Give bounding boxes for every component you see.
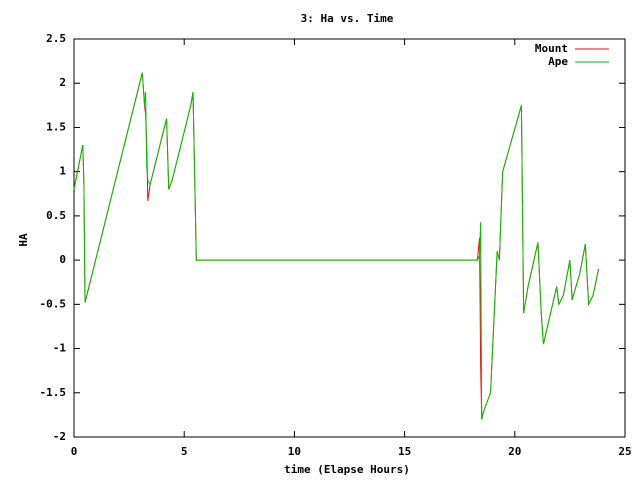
y-tick-label: -1 (53, 342, 67, 355)
x-tick-label: 10 (288, 445, 301, 458)
y-tick-label: 0.5 (46, 209, 66, 222)
y-tick-label: 2.5 (46, 32, 66, 45)
y-tick-label: 1.5 (46, 120, 66, 133)
y-tick-label: -0.5 (40, 297, 67, 310)
plot-border (73, 38, 626, 438)
legend-label: Mount (535, 42, 568, 55)
chart-title: 3: Ha vs. Time (301, 12, 394, 25)
y-tick-label: 0 (59, 253, 66, 266)
legend-label: Ape (548, 55, 568, 68)
x-tick-label: 20 (508, 445, 521, 458)
x-tick-label: 5 (181, 445, 188, 458)
y-axis-label: HA (17, 233, 30, 247)
x-axis-label: time (Elapse Hours) (284, 463, 410, 476)
y-tick-label: -1.5 (40, 386, 67, 399)
x-tick-label: 0 (71, 445, 78, 458)
y-tick-label: -2 (53, 430, 66, 443)
series-line (73, 72, 600, 420)
y-tick-label: 1 (59, 165, 66, 178)
y-tick-label: 2 (59, 76, 66, 89)
x-tick-label: 25 (618, 445, 631, 458)
x-tick-label: 15 (398, 445, 411, 458)
